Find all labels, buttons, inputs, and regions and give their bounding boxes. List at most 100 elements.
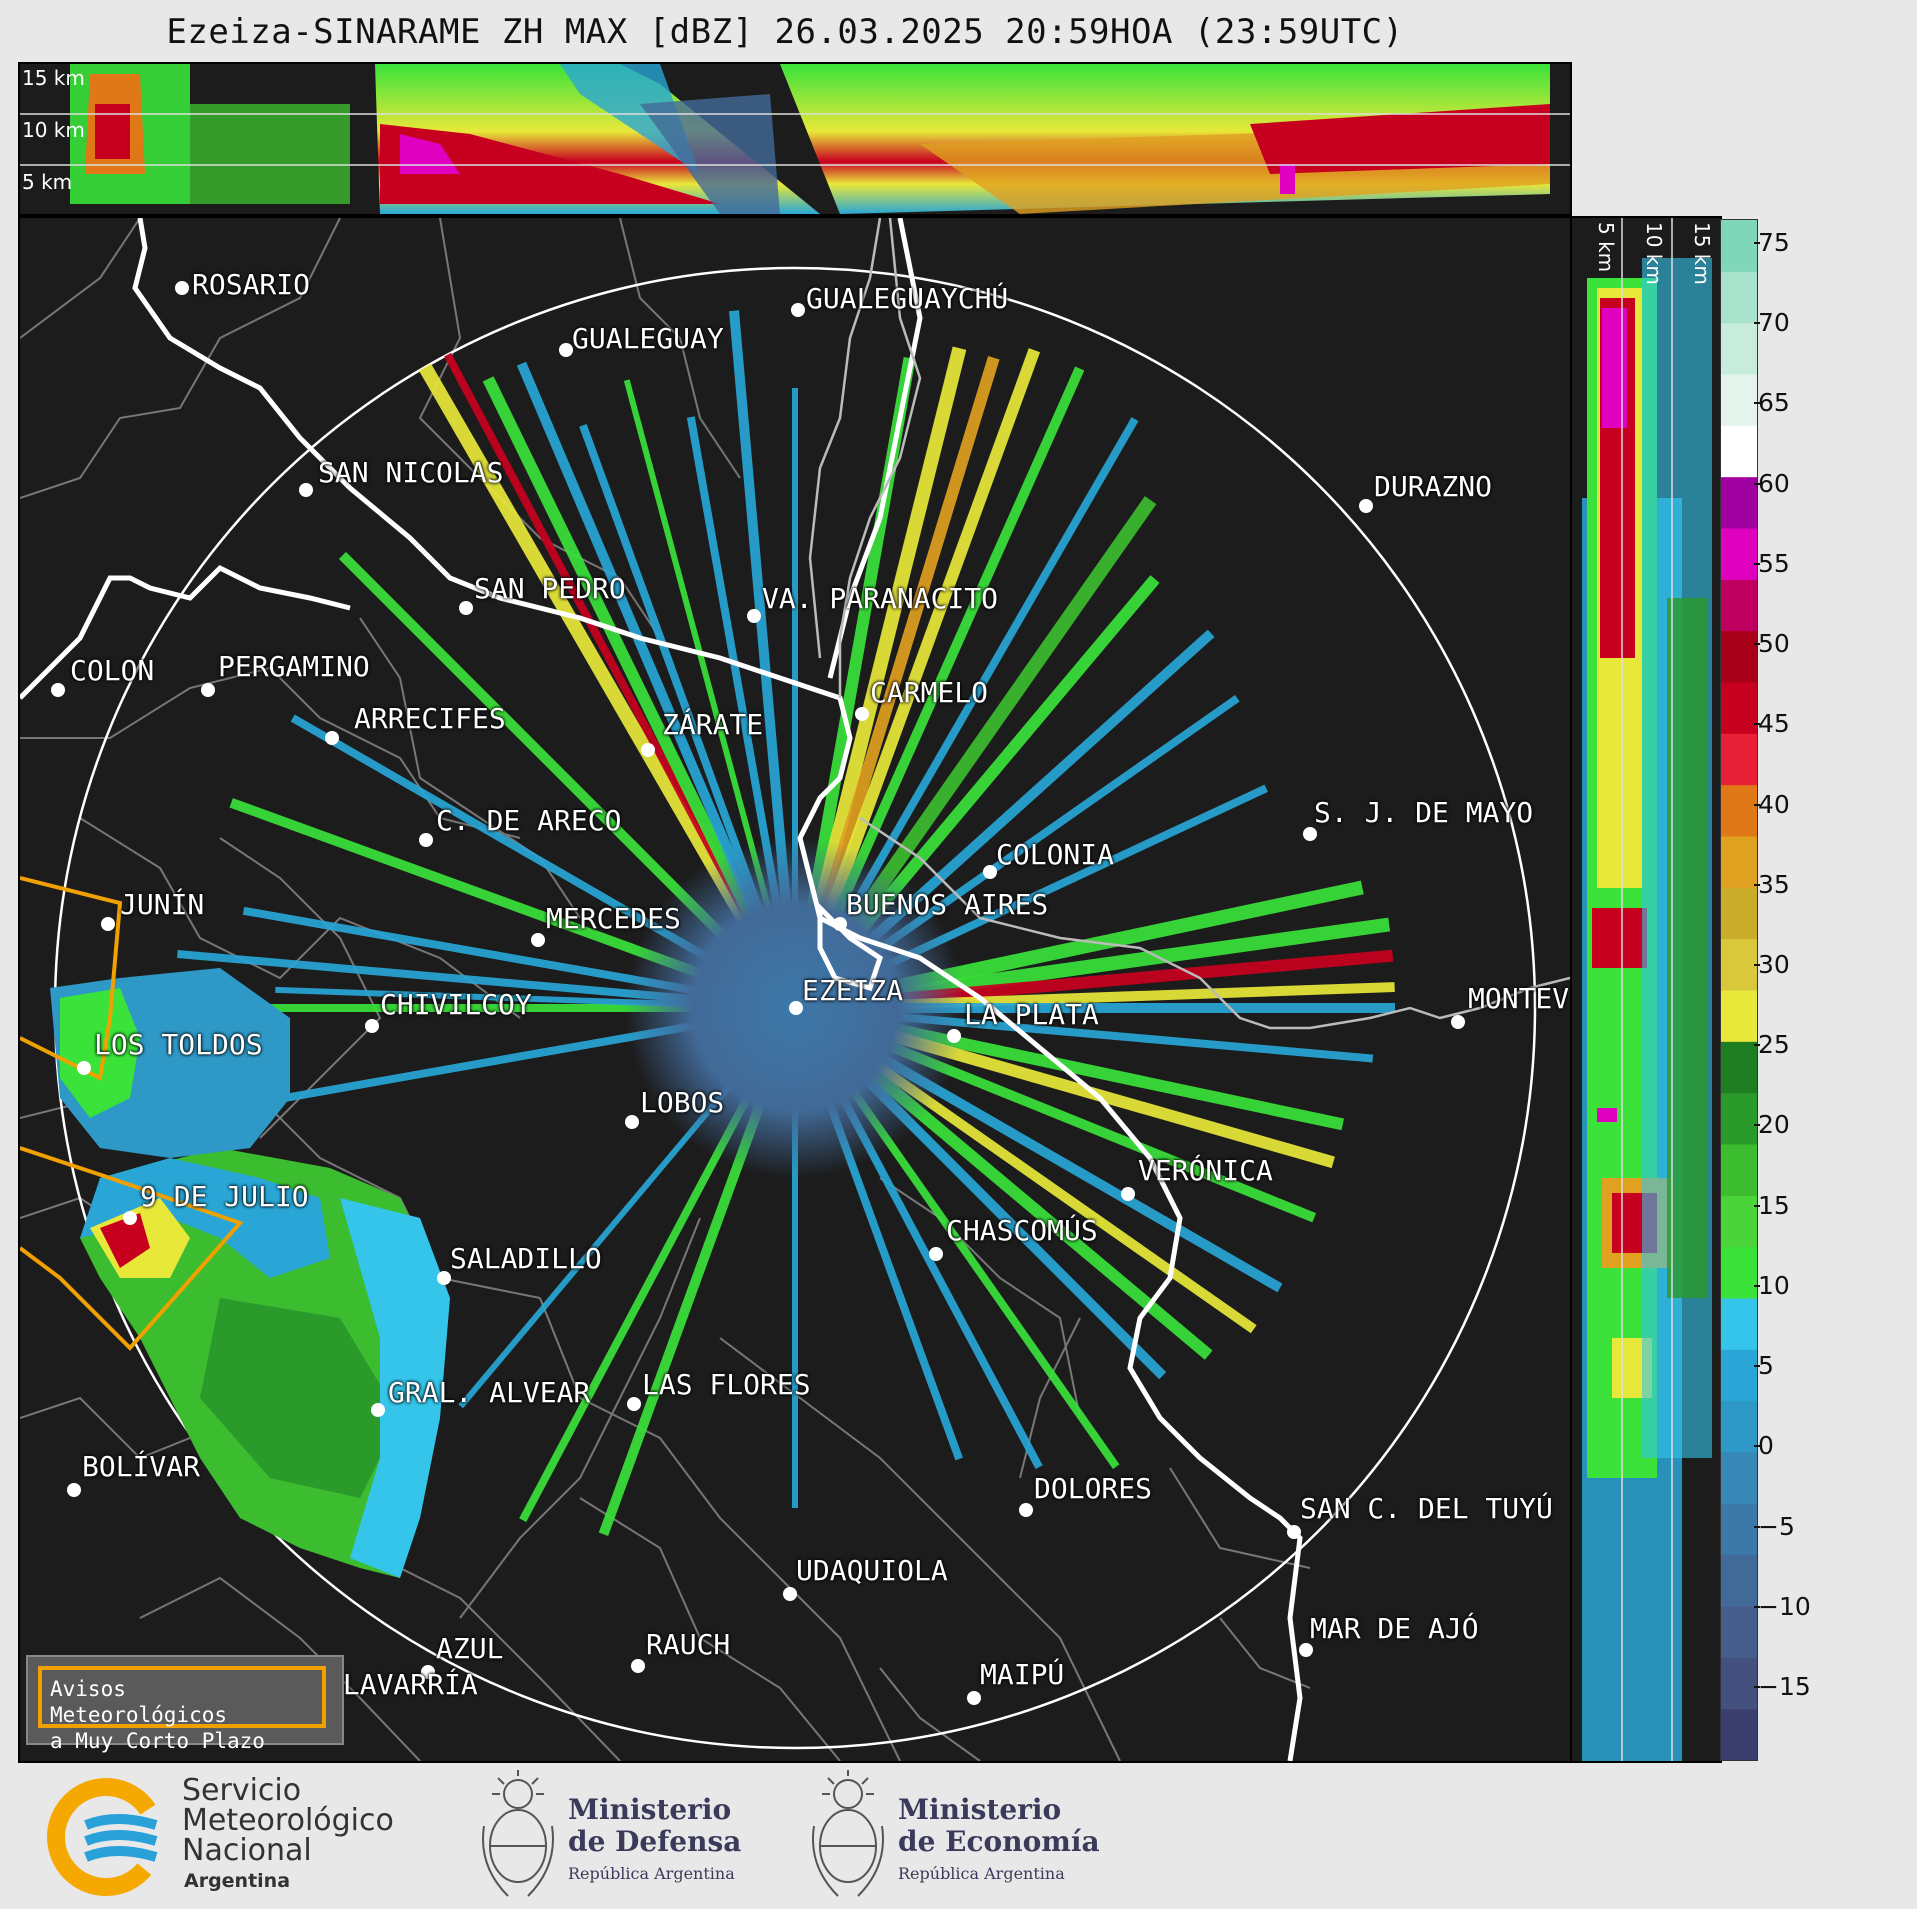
city-dot xyxy=(1019,1503,1033,1517)
city-label-san-pedro: SAN PEDRO xyxy=(474,572,626,605)
city-label-c-de-areco: C. DE ARECO xyxy=(436,804,622,837)
height-label-5km: 5 km xyxy=(22,170,73,194)
colorbar-segment xyxy=(1721,784,1757,837)
colorbar-segment xyxy=(1721,938,1757,991)
colorbar-graphic xyxy=(1721,220,1757,1761)
city-dot xyxy=(67,1483,81,1497)
city-label-udaquiola: UDAQUIOLA xyxy=(796,1554,948,1587)
city-dot xyxy=(175,281,189,295)
city-dot xyxy=(947,1029,961,1043)
colorbar-tick-label: 35 xyxy=(1754,869,1790,899)
colorbar-segment xyxy=(1721,1503,1757,1556)
city-label-mercedes: MERCEDES xyxy=(546,902,681,935)
city-dot xyxy=(365,1019,379,1033)
city-dot xyxy=(1287,1525,1301,1539)
height-label-15km: 15 km xyxy=(22,66,85,90)
city-label-buenos-aires: BUENOS AIRES xyxy=(846,888,1049,921)
colorbar-tick-label: 5 xyxy=(1754,1351,1774,1381)
city-dot xyxy=(791,303,805,317)
economia-country: República Argentina xyxy=(898,1864,1065,1883)
colorbar-segment xyxy=(1721,836,1757,888)
city-label-pergamino: PERGAMINO xyxy=(218,650,370,683)
city-label-chascomus: CHASCOMÚS xyxy=(946,1214,1098,1247)
city-label-zarate: ZÁRATE xyxy=(662,708,764,741)
colorbar-segment xyxy=(1721,1092,1757,1145)
colorbar-segment xyxy=(1721,733,1757,786)
colorbar-segment xyxy=(1721,425,1757,478)
city-label-gualeguaychu: GUALEGUAYCHÚ xyxy=(806,282,1009,315)
city-label-san-nicolas: SAN NICOLAS xyxy=(318,456,504,489)
city-dot xyxy=(1359,499,1373,513)
city-label-colonia: COLONIA xyxy=(996,838,1115,871)
colorbar-tick-label: 20 xyxy=(1754,1110,1790,1140)
colorbar-tick-label: 10 xyxy=(1754,1270,1790,1300)
defensa-coat-of-arms-icon xyxy=(482,1770,554,1897)
colorbar-segment xyxy=(1721,990,1757,1042)
city-label-gualeguay: GUALEGUAY xyxy=(572,322,724,355)
colorbar-segment xyxy=(1721,1298,1757,1350)
height-label-10km: 10 km xyxy=(22,118,85,142)
city-dot xyxy=(983,865,997,879)
smn-line-1: Servicio xyxy=(182,1773,302,1808)
city-markers xyxy=(51,281,1465,1719)
city-dot xyxy=(437,1271,451,1285)
city-label-olavarria: OLAVARRÍA xyxy=(326,1668,478,1701)
colorbar-segment xyxy=(1721,374,1757,426)
warning-legend-box: Avisos Meteorológicos a Muy Corto Plazo xyxy=(26,1655,344,1753)
city-dot xyxy=(299,483,313,497)
colorbar-tick-label: 0 xyxy=(1754,1431,1774,1461)
city-dot xyxy=(421,1665,435,1679)
colorbar-tick-label: 50 xyxy=(1754,629,1790,659)
city-label-veronica: VERÓNICA xyxy=(1138,1154,1273,1187)
city-label-va-paranacito: VA. PARANACITO xyxy=(762,582,999,615)
city-dot xyxy=(531,933,545,947)
colorbar-segment xyxy=(1721,1144,1757,1196)
colorbar-tick-label: −15 xyxy=(1754,1672,1811,1701)
city-label-carmelo: CARMELO xyxy=(870,676,989,709)
city-label-la-plata: LA PLATA xyxy=(964,998,1099,1031)
smn-country: Argentina xyxy=(184,1870,291,1892)
city-label-maipu: MAIPÚ xyxy=(980,1658,1065,1691)
economia-line-1: Ministerio xyxy=(898,1793,1062,1826)
colorbar-tick-label: 45 xyxy=(1754,709,1790,739)
warning-legend-inner: Avisos Meteorológicos a Muy Corto Plazo xyxy=(38,1666,326,1753)
city-label-bolivar: BOLÍVAR xyxy=(82,1450,201,1483)
colorbar-segment xyxy=(1721,630,1757,683)
colorbar-segment xyxy=(1721,476,1757,529)
city-label-lobos: LOBOS xyxy=(640,1086,725,1119)
economia-name: Ministerio de Economía xyxy=(898,1794,1100,1858)
smn-logo-icon xyxy=(47,1778,165,1896)
city-dot xyxy=(559,343,573,357)
colorbar-segment xyxy=(1721,1041,1757,1094)
city-label-rauch: RAUCH xyxy=(646,1628,731,1661)
colorbar-segment xyxy=(1721,1657,1757,1710)
colorbar-tick-label: −10 xyxy=(1754,1591,1811,1621)
colorbar-tick-label: 60 xyxy=(1754,468,1790,498)
colorbar-segment xyxy=(1721,579,1757,632)
city-dot xyxy=(1451,1015,1465,1029)
smn-line-2: Meteorológico xyxy=(182,1803,394,1838)
city-label-montevideo: MONTEVIDEO xyxy=(1468,982,1568,1015)
defensa-country: República Argentina xyxy=(568,1864,735,1883)
city-dot xyxy=(101,917,115,931)
colorbar-tick-label: 55 xyxy=(1754,548,1790,578)
top-cross-section-graphic xyxy=(20,64,1570,214)
colorbar-segment xyxy=(1721,271,1757,324)
city-label-las-flores: LAS FLORES xyxy=(642,1368,811,1401)
city-dot xyxy=(371,1403,385,1417)
colorbar-segment xyxy=(1721,1554,1757,1607)
city-label-arrecifes: ARRECIFES xyxy=(354,702,506,735)
city-dot xyxy=(833,917,847,931)
smn-line-3: Nacional xyxy=(182,1833,312,1868)
city-dot xyxy=(855,707,869,721)
city-label-durazno: DURAZNO xyxy=(1374,470,1493,503)
side-cross-section-panel: 5 km 10 km 15 km xyxy=(1570,216,1722,1763)
warning-line-2: a Muy Corto Plazo xyxy=(50,1729,265,1753)
colorbar-tick-label: 40 xyxy=(1754,789,1790,819)
defensa-line-2: de Defensa xyxy=(568,1825,742,1858)
side-height-label-5km: 5 km xyxy=(1594,222,1618,273)
city-label-s-j-de-mayo: S. J. DE MAYO xyxy=(1314,796,1534,829)
city-dot xyxy=(1303,827,1317,841)
city-dot xyxy=(201,683,215,697)
city-label-9-de-julio: 9 DE JULIO xyxy=(140,1180,309,1213)
